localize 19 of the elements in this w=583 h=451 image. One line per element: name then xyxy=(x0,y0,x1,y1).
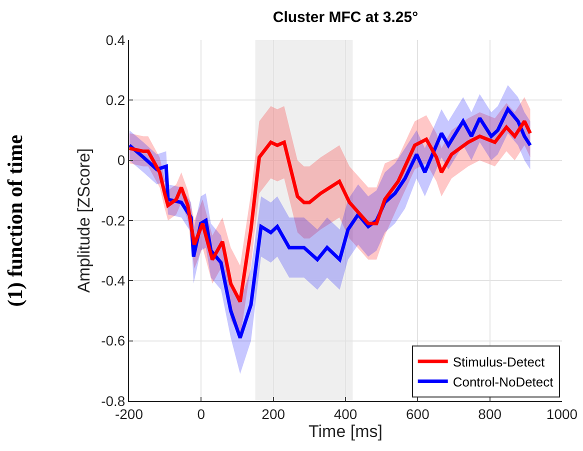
line-series xyxy=(129,119,532,304)
y-tick-label: -0.6 xyxy=(101,332,126,349)
x-tick-label: 200 xyxy=(262,406,286,422)
y-tick-label: 0.2 xyxy=(106,92,126,108)
x-tick-label: 800 xyxy=(478,406,502,422)
y-tick-label: -0.2 xyxy=(101,212,126,228)
x-tick-label: 400 xyxy=(334,406,358,422)
x-tick-label: 600 xyxy=(406,406,430,422)
x-axis-title: Time [ms] xyxy=(308,422,382,441)
y-axis-title: Amplitude [ZScore] xyxy=(74,148,94,293)
legend-label: Stimulus-Detect xyxy=(452,354,545,370)
y-tick-label: -0.4 xyxy=(101,272,126,289)
text: (1) function of time xyxy=(2,134,27,307)
y-tick-label: 0.4 xyxy=(106,32,126,48)
legend-label: Control-NoDetect xyxy=(452,374,554,390)
chart-title: Cluster MFC at 3.25° xyxy=(272,8,418,26)
x-tick-label: 0 xyxy=(197,406,206,422)
x-tick-label: 1000 xyxy=(546,406,578,422)
y-tick-label: 0 xyxy=(117,152,126,168)
